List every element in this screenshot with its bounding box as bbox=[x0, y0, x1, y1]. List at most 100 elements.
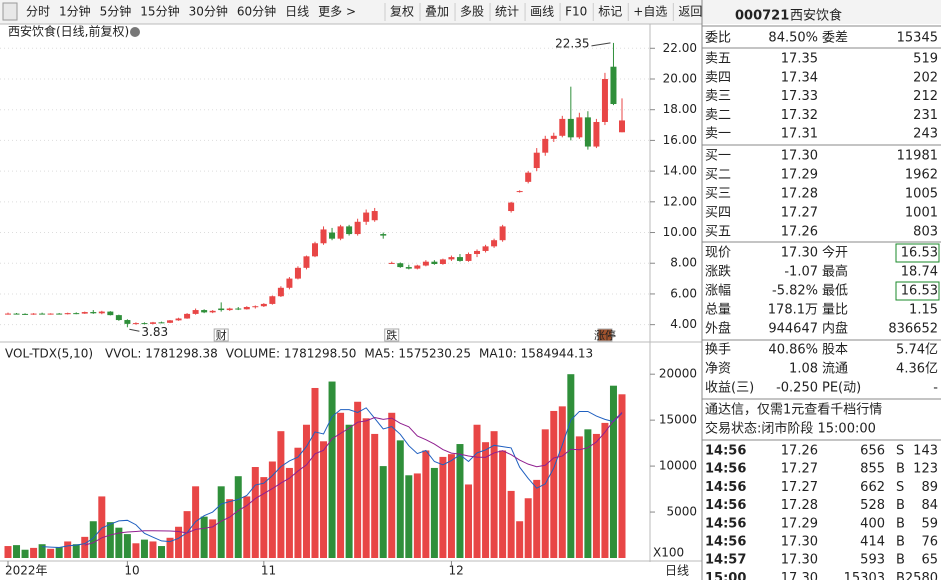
trade-count: 84 bbox=[921, 498, 938, 513]
book-label: 买二 bbox=[705, 168, 731, 183]
volume-bar bbox=[320, 441, 328, 558]
period-tab[interactable]: 日线 bbox=[285, 5, 309, 19]
value-box bbox=[895, 243, 940, 263]
period-tab[interactable]: 分时 bbox=[26, 5, 50, 19]
candle-body bbox=[448, 257, 455, 260]
candle-body bbox=[243, 306, 250, 310]
trade-price: 17.30 bbox=[781, 535, 818, 550]
tool-button[interactable]: 多股 bbox=[460, 5, 484, 19]
trade-count: 59 bbox=[921, 516, 938, 531]
tool-button[interactable]: 统计 bbox=[495, 5, 519, 19]
candle-body bbox=[218, 308, 225, 311]
book-price: 17.28 bbox=[781, 187, 818, 202]
title-icon[interactable] bbox=[130, 27, 140, 37]
volume-bar bbox=[430, 467, 438, 558]
event-label: 跌 bbox=[386, 328, 397, 342]
book-volume: 212 bbox=[913, 89, 938, 104]
value: 18.74 bbox=[901, 265, 938, 280]
volume-bar bbox=[183, 511, 191, 558]
label: 量比 bbox=[822, 303, 848, 318]
book-volume: 243 bbox=[913, 127, 938, 142]
candle-body bbox=[47, 313, 54, 315]
tool-button[interactable]: 画线 bbox=[530, 5, 554, 19]
candle-body bbox=[482, 246, 489, 251]
candle-body bbox=[456, 257, 463, 261]
volume-bar bbox=[567, 374, 575, 558]
volume-bar bbox=[200, 516, 208, 558]
tool-button[interactable]: 叠加 bbox=[425, 5, 449, 19]
volume-bar bbox=[123, 534, 131, 558]
candle-body bbox=[499, 226, 506, 241]
candle-body bbox=[508, 202, 515, 212]
candle-body bbox=[601, 78, 608, 122]
label: 现价 bbox=[705, 246, 731, 261]
volume-bar bbox=[158, 546, 165, 558]
value: 40.86% bbox=[768, 343, 818, 358]
y-tick-label: 16.00 bbox=[663, 133, 697, 147]
book-label: 买五 bbox=[705, 225, 731, 240]
ma10-line bbox=[84, 411, 623, 546]
value: 84.50% bbox=[768, 31, 818, 46]
candle-body bbox=[149, 322, 156, 324]
trade-price: 17.26 bbox=[781, 444, 818, 459]
volume-bar bbox=[175, 526, 183, 558]
period-tab[interactable]: 更多 > bbox=[318, 5, 356, 19]
tool-button[interactable]: 复权 bbox=[390, 5, 414, 19]
candle-body bbox=[405, 267, 412, 269]
period-tab[interactable]: 60分钟 bbox=[237, 4, 276, 19]
volume-bar bbox=[328, 381, 336, 558]
tool-button[interactable]: 返回 bbox=[678, 5, 702, 19]
period-tab[interactable]: 30分钟 bbox=[189, 4, 228, 19]
x-tick-label: 11 bbox=[261, 564, 276, 578]
volume-bar bbox=[499, 450, 507, 558]
candle-body bbox=[439, 259, 446, 264]
volume-bar bbox=[447, 454, 455, 558]
period-tab[interactable]: 15分钟 bbox=[140, 4, 179, 19]
volume-bar bbox=[226, 499, 234, 558]
tool-button[interactable]: F10 bbox=[565, 5, 587, 19]
trade-price: 17.30 bbox=[781, 571, 818, 580]
period-tab[interactable]: 5分钟 bbox=[100, 4, 132, 19]
candle-body bbox=[593, 121, 600, 147]
candle-body bbox=[39, 313, 46, 315]
volume-bar bbox=[72, 544, 80, 558]
book-volume: 519 bbox=[913, 52, 938, 67]
label: 收益(三) bbox=[705, 381, 754, 396]
volume-bar bbox=[106, 522, 114, 558]
volume-bar bbox=[311, 387, 319, 558]
value: 1.15 bbox=[909, 303, 938, 318]
x-tick-label: 12 bbox=[448, 564, 463, 578]
candle-body bbox=[226, 308, 233, 311]
trade-volume: 400 bbox=[860, 516, 885, 531]
stock-code: 000721 bbox=[735, 9, 789, 24]
label: 内盘 bbox=[822, 321, 848, 337]
trade-time: 14:56 bbox=[705, 498, 746, 513]
volume-bar bbox=[268, 461, 276, 558]
y-tick-label: 14.00 bbox=[663, 164, 697, 178]
candle-body bbox=[465, 254, 472, 261]
volume-bar bbox=[30, 547, 38, 558]
tool-button[interactable]: +自选 bbox=[633, 5, 667, 19]
trade-volume: 662 bbox=[860, 480, 885, 495]
ad-text[interactable]: 通达信，仅需1元查看千档行情 bbox=[705, 402, 882, 418]
legend-entry: VOLUME: 1781298.50 bbox=[226, 347, 357, 361]
volume-bar bbox=[217, 486, 225, 558]
value: 836652 bbox=[888, 322, 938, 337]
trade-side: B bbox=[896, 498, 905, 513]
book-volume: 1005 bbox=[905, 187, 938, 202]
candle-body bbox=[141, 323, 148, 325]
candle-body bbox=[312, 243, 318, 257]
book-volume: 11981 bbox=[897, 149, 938, 164]
menu-icon[interactable] bbox=[2, 2, 18, 21]
value: 944647 bbox=[768, 322, 818, 337]
tool-button[interactable]: 标记 bbox=[598, 5, 622, 19]
trade-side: S bbox=[896, 480, 904, 495]
volume-bar bbox=[575, 436, 583, 558]
candle-body bbox=[73, 313, 80, 315]
value: - bbox=[933, 381, 938, 396]
candle-body bbox=[550, 135, 557, 139]
candle-body bbox=[107, 311, 114, 316]
period-tab[interactable]: 1分钟 bbox=[59, 4, 91, 19]
volume-bar bbox=[337, 412, 345, 558]
volume-bar bbox=[47, 548, 55, 558]
